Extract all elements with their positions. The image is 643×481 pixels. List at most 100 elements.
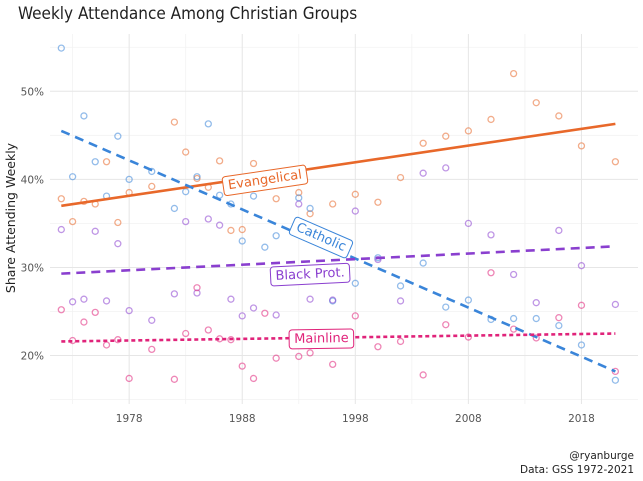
catholic-point <box>577 341 586 349</box>
black-prot-label: Black Prot. <box>275 265 345 283</box>
evangelical-point <box>170 118 179 126</box>
evangelical-point <box>329 200 337 208</box>
data-points <box>57 44 620 384</box>
mainline-point <box>238 362 246 370</box>
black-prot-point <box>249 304 258 312</box>
black-prot-point <box>238 312 246 320</box>
catholic-point <box>80 112 88 120</box>
caption: @ryanburge Data: GSS 1972-2021 <box>520 450 634 476</box>
black-prot-point <box>193 289 201 297</box>
black-prot-point <box>125 306 133 315</box>
evangelical-point <box>102 158 111 166</box>
catholic-point <box>464 296 473 304</box>
evangelical-point <box>306 210 314 218</box>
black-prot-point <box>170 290 179 298</box>
catholic-label-box <box>288 216 354 259</box>
catholic-point <box>396 282 405 290</box>
catholic-point <box>125 175 133 184</box>
evangelical-point <box>555 112 563 120</box>
catholic-point <box>306 204 314 213</box>
catholic-point <box>91 158 99 166</box>
evangelical-trend-line <box>61 122 616 208</box>
catholic-point <box>193 173 201 181</box>
mainline-point <box>532 334 540 342</box>
black-prot-point <box>306 295 314 303</box>
catholic-point <box>148 167 156 176</box>
x-tick-label: 2008 <box>455 413 482 425</box>
black-prot-point <box>351 207 359 215</box>
black-prot-point <box>442 164 450 172</box>
x-tick-label: 2018 <box>568 413 595 425</box>
black-prot-point <box>464 219 473 228</box>
black-prot-point <box>204 215 212 223</box>
y-tick-label: 20% <box>21 351 44 363</box>
mainline-point <box>80 318 88 326</box>
evangelical-label-box <box>221 164 309 197</box>
evangelical-point <box>182 148 190 156</box>
y-tick-label: 40% <box>21 174 44 186</box>
evangelical-point <box>374 198 382 206</box>
mainline-point <box>295 352 303 361</box>
mainline-label-group: Mainline <box>288 328 355 350</box>
black-prot-point <box>487 231 495 239</box>
catholic-point <box>261 243 269 251</box>
caption-line: Data: GSS 1972-2021 <box>520 464 634 476</box>
evangelical-point <box>419 139 427 147</box>
evangelical-point <box>57 195 65 203</box>
black-prot-point <box>396 297 405 305</box>
evangelical-point <box>238 225 246 234</box>
mainline-point <box>57 306 65 314</box>
mainline-point <box>487 269 495 277</box>
catholic-point <box>419 259 427 267</box>
catholic-point <box>57 44 65 52</box>
catholic-point <box>509 314 518 323</box>
black-prot-point <box>68 298 77 306</box>
mainline-point <box>102 341 111 349</box>
mainline-point <box>272 354 280 362</box>
evangelical-point <box>351 190 359 198</box>
x-axis-ticks: 1978 1988 1998 2008 2018 <box>116 413 595 425</box>
black-prot-point <box>114 240 122 248</box>
x-tick-label: 1998 <box>342 413 369 425</box>
catholic-point <box>68 173 77 181</box>
mainline-point <box>193 284 201 292</box>
series-labels: Evangelical Catholic Black Prot. Mainline <box>221 164 355 350</box>
black-prot-point <box>91 227 99 235</box>
black-prot-point <box>80 295 88 303</box>
evangelical-label-group: Evangelical <box>221 164 309 197</box>
mainline-point <box>261 309 269 317</box>
evangelical-point <box>396 173 405 182</box>
mainline-label: Mainline <box>294 331 349 347</box>
evangelical-point <box>215 157 224 165</box>
evangelical-point <box>487 115 495 124</box>
evangelical-point <box>464 127 473 135</box>
mainline-point <box>329 360 337 369</box>
caption-line: @ryanburge <box>569 450 634 462</box>
mainline-point <box>125 374 133 383</box>
mainline-point <box>170 375 179 383</box>
mainline-point <box>204 326 212 334</box>
evangelical-point <box>249 159 258 168</box>
evangelical-point <box>295 188 303 197</box>
evangelical-point <box>442 132 450 140</box>
mainline-point <box>148 345 156 354</box>
black-prot-point <box>272 311 280 319</box>
y-axis-ticks: 20% 30% 40% 50% <box>21 86 44 362</box>
black-prot-point <box>374 255 382 264</box>
x-tick-label: 1978 <box>116 413 143 425</box>
mainline-point <box>182 329 190 338</box>
black-prot-point <box>148 316 156 324</box>
evangelical-point <box>227 226 235 235</box>
mainline-point <box>91 308 99 317</box>
black-prot-point <box>227 295 235 303</box>
catholic-point <box>532 314 540 323</box>
evangelical-point <box>577 142 586 150</box>
black-prot-point <box>182 217 190 226</box>
evangelical-point <box>272 195 280 203</box>
catholic-point <box>555 321 563 330</box>
mainline-point <box>249 374 258 383</box>
catholic-point <box>611 376 620 384</box>
mainline-point <box>442 321 450 329</box>
black-prot-point <box>295 200 303 208</box>
black-prot-label-box <box>269 262 351 287</box>
